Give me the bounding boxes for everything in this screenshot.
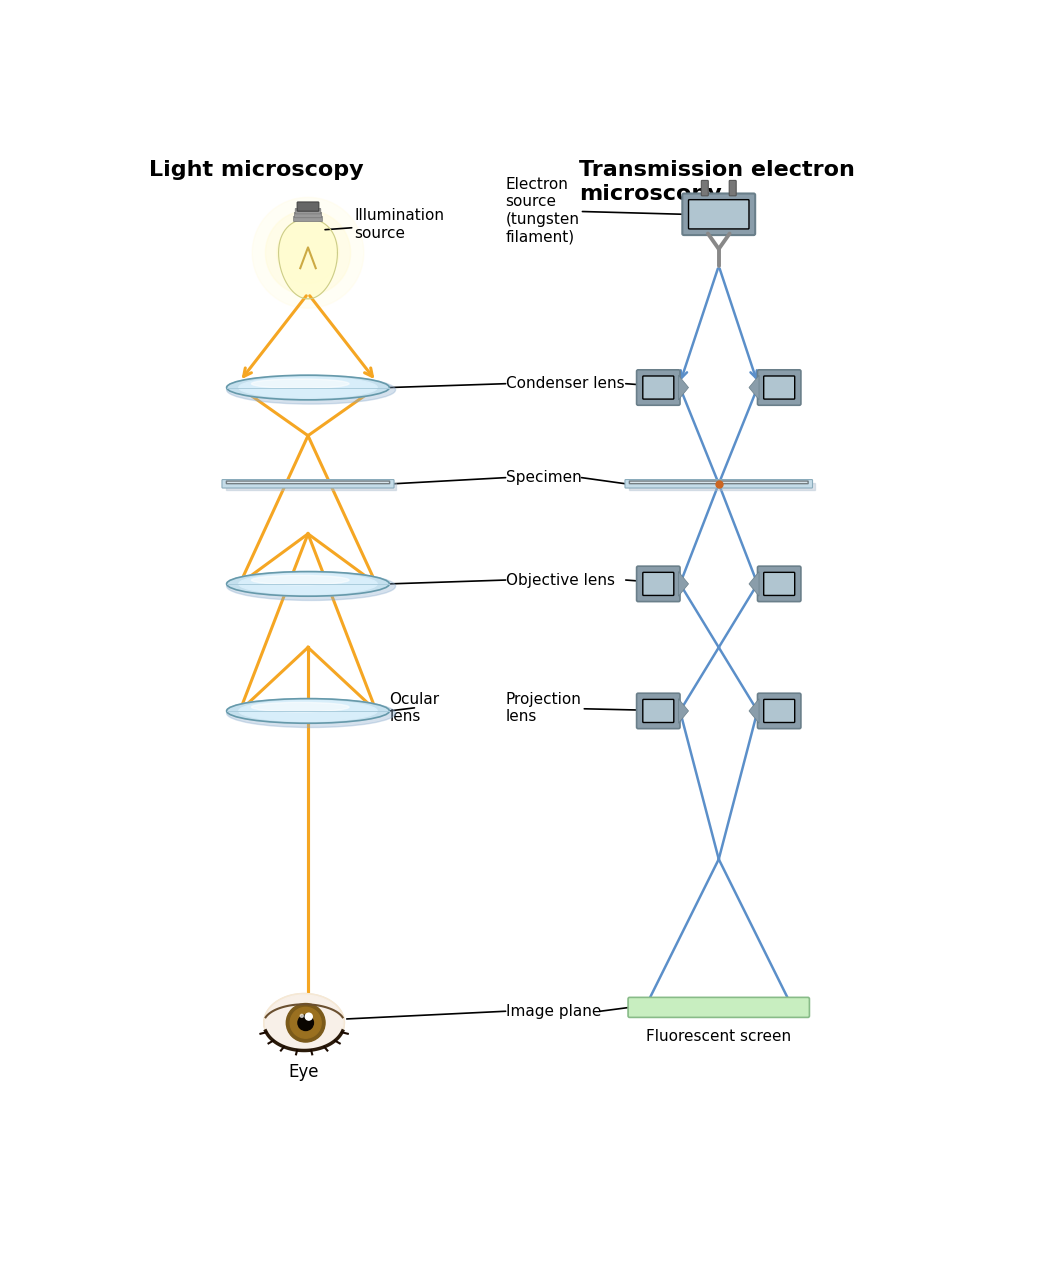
FancyBboxPatch shape bbox=[226, 481, 389, 484]
Ellipse shape bbox=[239, 700, 377, 722]
Ellipse shape bbox=[226, 375, 389, 400]
FancyBboxPatch shape bbox=[625, 480, 813, 487]
Text: Projection
lens: Projection lens bbox=[506, 691, 679, 724]
Ellipse shape bbox=[226, 571, 389, 596]
Text: Objective lens: Objective lens bbox=[506, 572, 614, 587]
Ellipse shape bbox=[251, 379, 349, 389]
Ellipse shape bbox=[239, 573, 377, 594]
Ellipse shape bbox=[266, 995, 343, 1051]
FancyBboxPatch shape bbox=[636, 566, 680, 601]
FancyBboxPatch shape bbox=[688, 200, 749, 229]
FancyBboxPatch shape bbox=[758, 370, 801, 405]
Polygon shape bbox=[679, 571, 688, 596]
FancyBboxPatch shape bbox=[643, 699, 674, 723]
FancyBboxPatch shape bbox=[636, 370, 680, 405]
Ellipse shape bbox=[251, 703, 349, 711]
Text: Illumination
source: Illumination source bbox=[325, 208, 444, 241]
FancyBboxPatch shape bbox=[636, 694, 680, 729]
Polygon shape bbox=[679, 375, 688, 400]
Bar bbox=[226, 482, 397, 490]
Polygon shape bbox=[749, 375, 759, 400]
Circle shape bbox=[286, 1004, 325, 1042]
Ellipse shape bbox=[226, 376, 395, 404]
Ellipse shape bbox=[226, 572, 395, 600]
Ellipse shape bbox=[251, 575, 349, 585]
Text: Ocular
lens: Ocular lens bbox=[389, 691, 439, 724]
Text: Eye: Eye bbox=[289, 1063, 320, 1081]
FancyBboxPatch shape bbox=[758, 694, 801, 729]
Circle shape bbox=[291, 1008, 321, 1038]
Text: Specimen: Specimen bbox=[506, 470, 581, 485]
FancyBboxPatch shape bbox=[629, 481, 809, 484]
Circle shape bbox=[300, 1014, 303, 1018]
FancyBboxPatch shape bbox=[297, 203, 319, 211]
FancyBboxPatch shape bbox=[764, 376, 795, 399]
FancyBboxPatch shape bbox=[295, 213, 322, 218]
Polygon shape bbox=[264, 994, 345, 1034]
Polygon shape bbox=[278, 219, 337, 299]
FancyBboxPatch shape bbox=[764, 699, 795, 723]
Polygon shape bbox=[749, 699, 759, 723]
FancyBboxPatch shape bbox=[702, 181, 708, 196]
FancyBboxPatch shape bbox=[628, 998, 810, 1018]
FancyBboxPatch shape bbox=[643, 376, 674, 399]
Text: Electron
source
(tungsten
filament): Electron source (tungsten filament) bbox=[506, 177, 684, 244]
FancyBboxPatch shape bbox=[730, 181, 736, 196]
FancyBboxPatch shape bbox=[758, 566, 801, 601]
FancyBboxPatch shape bbox=[222, 480, 394, 487]
Text: Image plane: Image plane bbox=[506, 1004, 601, 1019]
Text: Fluorescent screen: Fluorescent screen bbox=[647, 1029, 791, 1044]
Text: Light microscopy: Light microscopy bbox=[149, 161, 363, 180]
Circle shape bbox=[305, 1013, 312, 1020]
Polygon shape bbox=[749, 571, 759, 596]
Text: Condenser lens: Condenser lens bbox=[506, 376, 624, 391]
Ellipse shape bbox=[239, 377, 377, 398]
Polygon shape bbox=[679, 699, 688, 723]
FancyBboxPatch shape bbox=[294, 216, 323, 222]
FancyBboxPatch shape bbox=[295, 209, 321, 214]
Text: Transmission electron
microscopy: Transmission electron microscopy bbox=[579, 161, 855, 204]
FancyBboxPatch shape bbox=[764, 572, 795, 595]
Bar bbox=[629, 482, 815, 490]
Circle shape bbox=[277, 222, 339, 284]
Circle shape bbox=[252, 197, 363, 308]
FancyBboxPatch shape bbox=[682, 194, 756, 235]
Ellipse shape bbox=[226, 699, 389, 723]
Circle shape bbox=[266, 210, 351, 295]
FancyBboxPatch shape bbox=[643, 572, 674, 595]
Polygon shape bbox=[264, 994, 345, 1044]
Circle shape bbox=[298, 1015, 313, 1031]
Ellipse shape bbox=[226, 699, 395, 728]
